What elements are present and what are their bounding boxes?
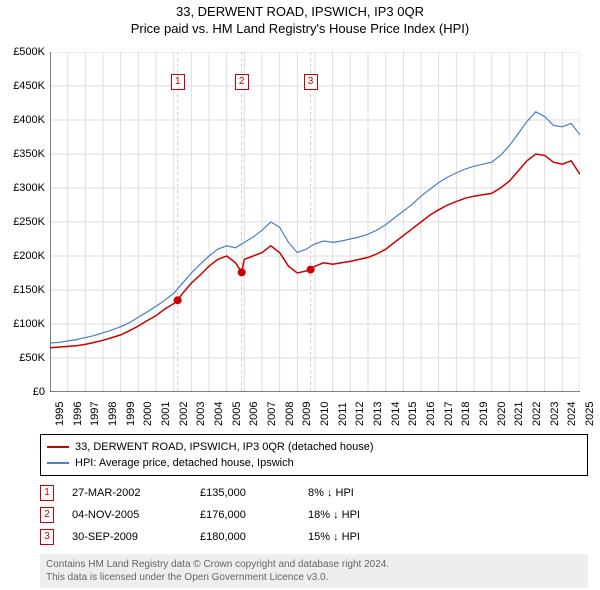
sale-row-marker: 1 bbox=[40, 485, 54, 501]
sale-price: £176,000 bbox=[200, 504, 290, 526]
x-axis-label: 1998 bbox=[107, 402, 119, 426]
sale-date: 04-NOV-2005 bbox=[72, 504, 182, 526]
y-axis-label: £50K bbox=[19, 352, 45, 364]
sale-marker-1: 1 bbox=[171, 74, 185, 90]
y-axis-label: £400K bbox=[13, 114, 45, 126]
x-axis-label: 2014 bbox=[390, 402, 402, 426]
y-axis-label: £200K bbox=[13, 250, 45, 262]
x-axis-label: 2008 bbox=[284, 402, 296, 426]
chart-title: 33, DERWENT ROAD, IPSWICH, IP3 0QR bbox=[0, 4, 600, 19]
y-axis-label: £0 bbox=[33, 386, 45, 398]
sale-row-marker: 2 bbox=[40, 507, 54, 523]
sale-hpi-diff: 8% ↓ HPI bbox=[308, 482, 354, 504]
footer-line-1: Contains HM Land Registry data © Crown c… bbox=[46, 558, 582, 571]
y-axis-label: £300K bbox=[13, 182, 45, 194]
sale-hpi-diff: 15% ↓ HPI bbox=[308, 526, 360, 548]
x-axis-label: 2016 bbox=[425, 402, 437, 426]
y-axis-label: £500K bbox=[13, 46, 45, 58]
y-axis-label: £450K bbox=[13, 80, 45, 92]
sale-hpi-diff: 18% ↓ HPI bbox=[308, 504, 360, 526]
chart-plot bbox=[50, 52, 580, 392]
x-axis-label: 1997 bbox=[89, 402, 101, 426]
y-axis-label: £100K bbox=[13, 318, 45, 330]
x-axis-label: 2022 bbox=[531, 402, 543, 426]
sale-date: 27-MAR-2002 bbox=[72, 482, 182, 504]
x-axis-label: 2000 bbox=[142, 402, 154, 426]
legend-swatch bbox=[47, 462, 69, 464]
sale-row: 1 27-MAR-2002 £135,000 8% ↓ HPI bbox=[40, 482, 588, 504]
y-axis-label: £350K bbox=[13, 148, 45, 160]
x-axis-label: 2023 bbox=[549, 402, 561, 426]
chart-subtitle: Price paid vs. HM Land Registry's House … bbox=[0, 21, 600, 36]
x-axis-label: 2013 bbox=[372, 402, 384, 426]
x-axis-label: 2007 bbox=[266, 402, 278, 426]
x-axis-label: 2025 bbox=[584, 402, 596, 426]
sale-price: £135,000 bbox=[200, 482, 290, 504]
x-axis-label: 2005 bbox=[231, 402, 243, 426]
x-axis-label: 2019 bbox=[478, 402, 490, 426]
x-axis-label: 2002 bbox=[178, 402, 190, 426]
sales-table: 1 27-MAR-2002 £135,000 8% ↓ HPI 2 04-NOV-2005… bbox=[40, 482, 588, 548]
x-axis-label: 2006 bbox=[248, 402, 260, 426]
footer-line-2: This data is licensed under the Open Gov… bbox=[46, 571, 582, 584]
sale-row: 3 30-SEP-2009 £180,000 15% ↓ HPI bbox=[40, 526, 588, 548]
x-axis-label: 2003 bbox=[195, 402, 207, 426]
x-axis-label: 2024 bbox=[566, 402, 578, 426]
x-axis-label: 2015 bbox=[407, 402, 419, 426]
legend-swatch bbox=[47, 446, 69, 448]
x-axis-label: 2009 bbox=[301, 402, 313, 426]
x-axis-label: 2021 bbox=[513, 402, 525, 426]
legend-label: 33, DERWENT ROAD, IPSWICH, IP3 0QR (deta… bbox=[75, 439, 374, 455]
sale-date: 30-SEP-2009 bbox=[72, 526, 182, 548]
x-axis-label: 1999 bbox=[125, 402, 137, 426]
y-axis-label: £150K bbox=[13, 284, 45, 296]
x-axis-label: 2001 bbox=[160, 402, 172, 426]
legend-label: HPI: Average price, detached house, Ipsw… bbox=[75, 455, 294, 471]
x-axis-label: 2020 bbox=[496, 402, 508, 426]
sale-marker-3: 3 bbox=[304, 74, 318, 90]
sale-row-marker: 3 bbox=[40, 529, 54, 545]
y-axis-label: £250K bbox=[13, 216, 45, 228]
footer-attribution: Contains HM Land Registry data © Crown c… bbox=[40, 554, 588, 588]
x-axis-label: 2011 bbox=[337, 402, 349, 426]
sale-row: 2 04-NOV-2005 £176,000 18% ↓ HPI bbox=[40, 504, 588, 526]
legend-item: HPI: Average price, detached house, Ipsw… bbox=[47, 455, 581, 471]
x-axis-label: 1996 bbox=[72, 402, 84, 426]
x-axis-label: 2018 bbox=[460, 402, 472, 426]
chart-area: £0 £50K £100K £150K £200K £250K £300K £350K £400… bbox=[0, 42, 600, 432]
legend: 33, DERWENT ROAD, IPSWICH, IP3 0QR (deta… bbox=[40, 434, 588, 476]
legend-item: 33, DERWENT ROAD, IPSWICH, IP3 0QR (deta… bbox=[47, 439, 581, 455]
x-axis-label: 2017 bbox=[443, 402, 455, 426]
x-axis-label: 2004 bbox=[213, 402, 225, 426]
sale-marker-2: 2 bbox=[235, 74, 249, 90]
x-axis-label: 2010 bbox=[319, 402, 331, 426]
x-axis-label: 1995 bbox=[54, 402, 66, 426]
sale-price: £180,000 bbox=[200, 526, 290, 548]
x-axis-label: 2012 bbox=[354, 402, 366, 426]
